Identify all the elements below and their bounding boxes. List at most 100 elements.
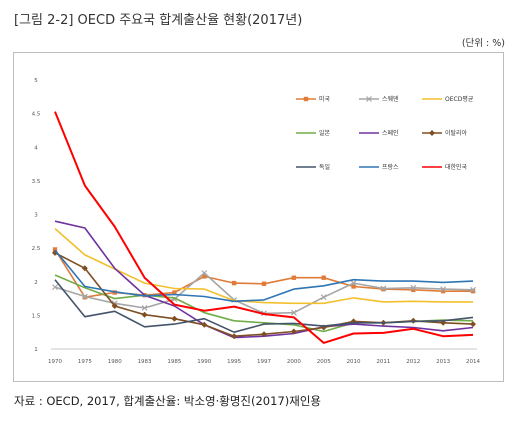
legend-label: 대한민국 [445, 163, 468, 171]
data-point-marker [290, 328, 297, 335]
data-point-marker [52, 284, 58, 291]
data-point-marker [172, 290, 177, 295]
legend-item: 이탈리아 [422, 129, 468, 137]
x-tick-label: 1990 [197, 359, 211, 365]
data-point-marker [470, 286, 476, 293]
data-point-marker [320, 294, 327, 301]
legend-item: 스페인 [359, 129, 399, 137]
y-tick-label: 4.5 [32, 112, 41, 118]
marker-stroke [410, 284, 417, 291]
data-point-marker [201, 321, 208, 328]
y-tick-label: 4 [34, 145, 38, 151]
x-tick-label: 1985 [167, 359, 181, 365]
data-point-marker [350, 280, 357, 287]
series-line [54, 279, 474, 334]
data-point-marker [81, 293, 88, 300]
data-point-marker [141, 311, 148, 318]
x-tick-label: 1983 [138, 359, 152, 365]
data-point-marker [303, 96, 309, 102]
marker-stroke [320, 294, 327, 301]
x-tick-label: 1975 [78, 359, 92, 365]
data-point-marker [261, 331, 267, 338]
y-tick-label: 2 [34, 280, 38, 286]
data-point-marker [261, 281, 267, 286]
data-point-marker [366, 96, 372, 102]
x-tick-label: 1970 [48, 359, 62, 365]
data-point-marker [440, 288, 446, 294]
x-tick-label: 2012 [406, 359, 420, 365]
y-tick-label: 1 [34, 347, 38, 353]
series-line [54, 249, 473, 298]
series-group [54, 249, 474, 303]
line-chart: 1 1.5 2 2.5 3 3.5 4 4.5 5 1970 1975 1980 1983 1985 199… [32, 78, 481, 365]
legend-label: OECD평균 [445, 95, 474, 103]
x-tick-label: 2010 [347, 359, 361, 365]
marker-stroke [171, 296, 178, 303]
data-point-marker [470, 288, 476, 294]
data-point-marker [141, 305, 148, 311]
unit-label: (단위 : %) [461, 38, 505, 49]
legend-item: 대한민국 [422, 163, 468, 171]
marker-stroke [380, 285, 387, 292]
x-tick-label: 1997 [257, 359, 271, 365]
data-point-marker [202, 274, 207, 279]
data-point-marker [440, 286, 447, 293]
x-tick-label: 2011 [376, 359, 390, 365]
x-tick-label: 2014 [466, 359, 480, 365]
marker-stroke [470, 286, 476, 293]
legend-item: 스웨덴 [359, 95, 399, 103]
x-tick-label: 1980 [108, 359, 122, 365]
data-point-marker [290, 309, 297, 316]
legend-item: OECD평균 [422, 95, 474, 103]
x-tick-label: 2005 [317, 359, 331, 365]
series-group [54, 111, 474, 344]
chart-frame: 1 1.5 2 2.5 3 3.5 4 4.5 5 1970 1975 1980 1983 1985 199… [13, 52, 504, 382]
series-group [54, 279, 474, 334]
y-tick-label: 3.5 [32, 179, 41, 185]
axis-layer: 1 1.5 2 2.5 3 3.5 4 4.5 5 1970 1975 1980 1983 1985 199… [32, 78, 481, 365]
series-line [54, 220, 474, 339]
legend-item: 프랑스 [359, 164, 399, 171]
series-group [54, 227, 473, 305]
y-tick-label: 1.5 [32, 313, 41, 319]
data-point-marker [81, 265, 88, 272]
data-point-marker [380, 285, 387, 292]
data-point-marker [231, 280, 237, 286]
marker-stroke [290, 309, 297, 316]
y-tick-label: 3 [34, 213, 38, 219]
marker-stroke [440, 286, 447, 293]
series-line [54, 249, 474, 303]
data-point-marker [52, 247, 58, 252]
y-tick-label: 2.5 [32, 246, 41, 252]
legend-label: 스웨덴 [382, 95, 399, 103]
data-point-marker [410, 284, 417, 291]
marker-stroke [81, 293, 88, 300]
page-title: [그림 2-2] OECD 주요국 합계출산율 현황(2017년) [14, 13, 303, 28]
data-point-marker [351, 284, 356, 289]
legend-label: 독일 [319, 163, 330, 171]
source-note: 자료 : OECD, 2017, 합계출산율: 박소영·황명진(2017)재인용 [14, 394, 321, 408]
x-tick-label: 1995 [227, 359, 241, 365]
series-group [54, 220, 474, 339]
legend-label: 스페인 [382, 129, 399, 137]
data-point-marker [171, 315, 178, 322]
legend-label: 일본 [319, 129, 331, 137]
marker-stroke [141, 305, 148, 311]
legend-item: 독일 [296, 163, 330, 171]
y-tick-label: 5 [34, 78, 38, 84]
marker-stroke [201, 270, 208, 276]
series-line [54, 111, 474, 344]
legend-label: 이탈리아 [445, 129, 468, 137]
data-point-marker [429, 130, 435, 136]
data-point-marker [321, 275, 326, 280]
data-point-marker [231, 333, 238, 340]
data-point-marker [470, 321, 476, 328]
legend-label: 미국 [319, 95, 331, 103]
data-point-marker [201, 270, 208, 276]
x-tick-label: 2000 [287, 359, 301, 365]
legend-item: 일본 [296, 129, 331, 137]
data-point-marker [411, 287, 416, 293]
marker-stroke [366, 96, 372, 102]
data-point-marker [291, 275, 297, 280]
